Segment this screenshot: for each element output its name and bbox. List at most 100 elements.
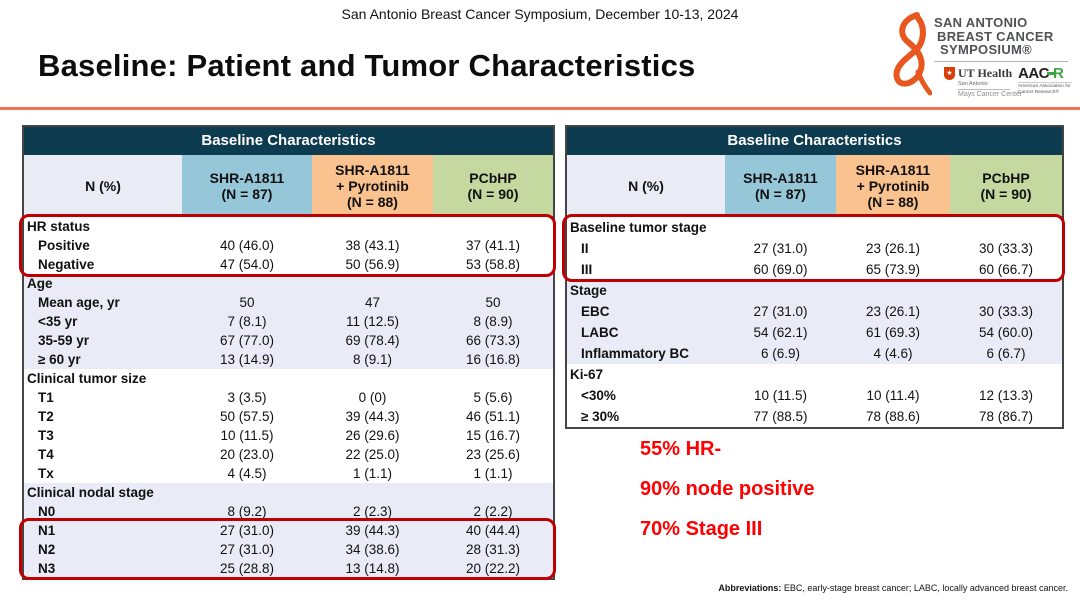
table-row: ≥ 60 yr 13 (14.9) 8 (9.1) 16 (16.8) <box>24 350 553 369</box>
page-title: Baseline: Patient and Tumor Characterist… <box>38 48 696 83</box>
column-header: SHR-A1811 + Pyrotinib (N = 88) <box>836 155 950 216</box>
row-label: <35 yr <box>38 314 78 329</box>
row-label: II <box>581 241 589 256</box>
annotation-line: 55% HR- <box>640 438 722 460</box>
table-row: LABC 54 (62.1) 61 (69.3) 54 (60.0) <box>567 322 1062 343</box>
ut-health-name: UT Health <box>958 66 1013 80</box>
aacr-dash-icon <box>1047 71 1054 75</box>
table-row: 35-59 yr 67 (77.0) 69 (78.4) 66 (73.3) <box>24 331 553 350</box>
cell-value: 47 <box>364 295 381 310</box>
cell-value: 27 (31.0) <box>219 542 275 557</box>
cell-value: 23 (26.1) <box>865 241 921 256</box>
cell-value: 10 (11.5) <box>220 428 274 443</box>
abbreviations-footnote: Abbreviations: EBC, early-stage breast c… <box>718 583 1068 593</box>
column-header: N (%) <box>24 155 182 216</box>
row-label: N0 <box>38 504 56 519</box>
cell-value: 2 (2.3) <box>352 504 393 519</box>
cell-value: 16 (16.8) <box>465 352 521 367</box>
cell-value: 27 (31.0) <box>219 523 275 538</box>
cell-value: 54 (60.0) <box>978 325 1034 340</box>
section-header-label: Age <box>27 276 53 291</box>
cell-value: 50 <box>485 295 501 310</box>
row-label: LABC <box>581 325 619 340</box>
table-body: Baseline tumor stage II 27 (31.0) 23 (26.1)… <box>567 217 1062 427</box>
cell-value: 26 (29.6) <box>345 428 400 443</box>
cell-value: 13 (14.8) <box>345 561 400 576</box>
cell-value: 40 (44.4) <box>465 523 521 538</box>
section-header-row: HR status <box>24 217 553 236</box>
row-label: EBC <box>581 304 610 319</box>
cell-value: 34 (38.6) <box>345 542 400 557</box>
cell-value: 69 (78.4) <box>345 333 400 348</box>
row-label: Tx <box>38 466 54 481</box>
table-row: T3 10 (11.5) 26 (29.6) 15 (16.7) <box>24 426 553 445</box>
section-header-label: HR status <box>27 219 91 234</box>
column-header: SHR-A1811 (N = 87) <box>182 155 312 216</box>
table-row: Mean age, yr 50 47 50 <box>24 293 553 312</box>
section-header-row: Ki-67 <box>567 364 1062 385</box>
table-row: EBC 27 (31.0) 23 (26.1) 30 (33.3) <box>567 301 1062 322</box>
table-row: Positive 40 (46.0) 38 (43.1) 37 (41.1) <box>24 236 553 255</box>
table-row: T1 3 (3.5) 0 (0) 5 (5.6) <box>24 388 553 407</box>
cell-value: 11 (12.5) <box>345 314 400 329</box>
section-header-row: Clinical tumor size <box>24 369 553 388</box>
section-header-label: Stage <box>570 283 607 298</box>
baseline-characteristics-table-right: Baseline Characteristics N (%) SHR-A1811 … <box>562 125 1065 429</box>
cell-value: 40 (46.0) <box>219 238 275 253</box>
column-header: PCbHP (N = 90) <box>950 155 1062 216</box>
section-header-label: Baseline tumor stage <box>570 220 707 235</box>
row-label: Mean age, yr <box>38 295 120 310</box>
column-header: PCbHP (N = 90) <box>433 155 553 216</box>
row-label: N3 <box>38 561 56 576</box>
ut-shield-icon: ★ <box>944 67 955 80</box>
cell-value: 27 (31.0) <box>753 241 808 256</box>
cell-value: 50 (57.5) <box>219 409 275 424</box>
aacr-wordmark: AAC R <box>1018 65 1064 82</box>
cell-value: 6 (6.7) <box>986 346 1026 361</box>
section-header-label: Ki-67 <box>570 367 604 382</box>
cell-value: 47 (54.0) <box>219 257 275 272</box>
column-header: N (%) <box>567 155 725 216</box>
sabcs-line: SYMPOSIUM® <box>940 42 1033 57</box>
cell-value: 4 (4.6) <box>873 346 913 361</box>
section-header-row: Baseline tumor stage <box>567 217 1062 238</box>
cell-value: 78 (88.6) <box>865 409 921 424</box>
table-row: T4 20 (23.0) 22 (25.0) 23 (25.6) <box>24 445 553 464</box>
logo-divider <box>934 61 1068 62</box>
table-title: Baseline Characteristics <box>24 127 553 155</box>
column-header-row: N (%) SHR-A1811 (N = 87) SHR-A1811 + Pyrot… <box>567 155 1062 217</box>
key-findings-annotations: 55% HR- 90% node positive 70% Stage III <box>640 438 815 558</box>
table-row: N1 27 (31.0) 39 (44.3) 40 (44.4) <box>24 521 553 540</box>
row-label: III <box>581 262 593 277</box>
cell-value: 30 (33.3) <box>978 241 1034 256</box>
aacr-logo: AAC R American Association for Cancer Res… <box>1018 66 1072 95</box>
cell-value: 4 (4.5) <box>227 466 267 481</box>
cell-value: 28 (31.3) <box>465 542 521 557</box>
section-header-row: Stage <box>567 280 1062 301</box>
ut-health-logo: ★ UT Health San Antonio Mays Cancer Cent… <box>944 66 1022 98</box>
row-label: T4 <box>38 447 54 462</box>
ribbon-icon <box>893 12 932 96</box>
row-label: <30% <box>581 388 616 403</box>
cell-value: 60 (69.0) <box>753 262 808 277</box>
aacr-subtitle: American Association for Cancer Research… <box>1018 82 1072 95</box>
table-title: Baseline Characteristics <box>567 127 1062 155</box>
annotation-line: 90% node positive <box>640 478 815 500</box>
cell-value: 0 (0) <box>358 390 387 405</box>
row-label: N2 <box>38 542 56 557</box>
table-row: ≥ 30% 77 (88.5) 78 (88.6) 78 (86.7) <box>567 406 1062 427</box>
sabcs-wordmark: SAN ANTONIO BREAST CANCER SYMPOSIUM® <box>934 16 1054 57</box>
column-header-row: N (%) SHR-A1811 (N = 87) SHR-A1811 + Pyrot… <box>24 155 553 217</box>
row-label: T3 <box>38 428 54 443</box>
cell-value: 8 (9.2) <box>227 504 267 519</box>
column-header: SHR-A1811 + Pyrotinib (N = 88) <box>312 155 433 216</box>
table-row: N2 27 (31.0) 34 (38.6) 28 (31.3) <box>24 540 553 559</box>
table-row: Tx 4 (4.5) 1 (1.1) 1 (1.1) <box>24 464 553 483</box>
cell-value: 60 (66.7) <box>978 262 1034 277</box>
cell-value: 39 (44.3) <box>345 523 400 538</box>
cell-value: 5 (5.6) <box>473 390 513 405</box>
accent-divider <box>0 107 1080 110</box>
cell-value: 20 (22.2) <box>465 561 521 576</box>
cell-value: 3 (3.5) <box>227 390 267 405</box>
cell-value: 12 (13.3) <box>978 388 1034 403</box>
